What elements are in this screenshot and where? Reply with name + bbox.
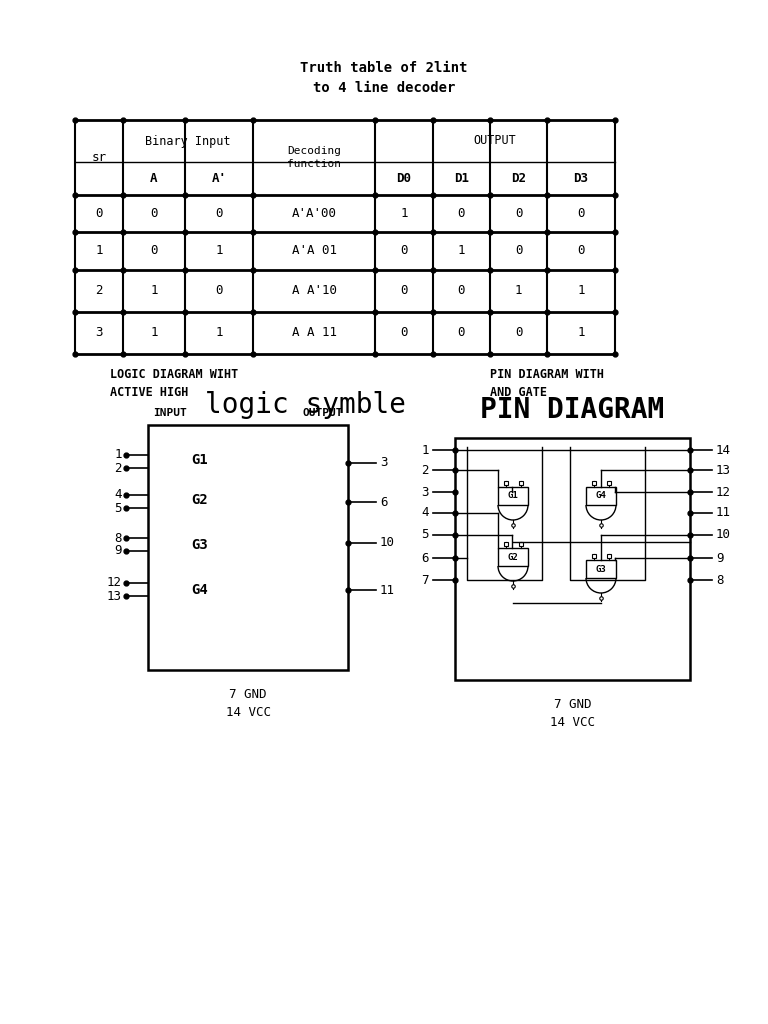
Text: A': A' [211, 172, 227, 185]
Text: G4: G4 [192, 583, 208, 597]
Text: A'A 01: A'A 01 [292, 245, 336, 257]
Text: 1: 1 [578, 327, 584, 340]
Text: 0: 0 [215, 285, 223, 298]
Text: 10: 10 [716, 528, 731, 542]
Text: 4: 4 [422, 507, 429, 519]
Text: A: A [151, 172, 157, 185]
Text: 6: 6 [380, 496, 388, 509]
Text: 7 GND
14 VCC: 7 GND 14 VCC [226, 688, 270, 719]
Text: G3: G3 [596, 564, 607, 573]
Text: 12: 12 [107, 577, 122, 590]
Text: 1: 1 [151, 327, 157, 340]
Text: 0: 0 [458, 207, 465, 220]
Text: G2: G2 [508, 553, 518, 561]
Text: G1: G1 [508, 492, 518, 501]
Text: 0: 0 [151, 245, 157, 257]
Text: 1: 1 [458, 245, 465, 257]
Text: 2: 2 [422, 464, 429, 476]
Text: 1: 1 [95, 245, 103, 257]
Text: INPUT: INPUT [153, 408, 187, 418]
Text: 10: 10 [380, 537, 395, 550]
Text: D0: D0 [396, 172, 412, 185]
Text: Binary Input: Binary Input [145, 134, 230, 147]
Text: PIN DIAGRAM WITH
AND GATE: PIN DIAGRAM WITH AND GATE [490, 368, 604, 399]
Text: D2: D2 [511, 172, 526, 185]
Text: 1: 1 [422, 443, 429, 457]
Text: 11: 11 [380, 584, 395, 597]
Text: OUTPUT: OUTPUT [474, 134, 516, 147]
Text: 0: 0 [578, 245, 584, 257]
Text: A A'10: A A'10 [292, 285, 336, 298]
Text: sr: sr [91, 151, 107, 164]
Text: 0: 0 [578, 207, 584, 220]
Text: 9: 9 [114, 545, 122, 557]
Text: 2: 2 [114, 462, 122, 474]
Text: D1: D1 [454, 172, 469, 185]
Text: 0: 0 [400, 285, 408, 298]
Text: 11: 11 [716, 507, 731, 519]
Text: G1: G1 [192, 453, 208, 467]
Text: 0: 0 [458, 327, 465, 340]
Text: 13: 13 [107, 590, 122, 602]
Text: 12: 12 [716, 485, 731, 499]
Text: 4: 4 [114, 488, 122, 502]
Text: 1: 1 [215, 245, 223, 257]
Text: 1: 1 [151, 285, 157, 298]
Text: 8: 8 [114, 531, 122, 545]
Text: D3: D3 [574, 172, 588, 185]
Bar [498, 548, 528, 566]
Text: 14: 14 [716, 443, 731, 457]
Text: 7 GND
14 VCC: 7 GND 14 VCC [550, 698, 595, 729]
Text: 7: 7 [422, 573, 429, 587]
Text: LOGIC DIAGRAM WIHT
ACTIVE HIGH: LOGIC DIAGRAM WIHT ACTIVE HIGH [110, 368, 238, 399]
Text: 0: 0 [400, 245, 408, 257]
Text: 1: 1 [400, 207, 408, 220]
Text: 1: 1 [114, 449, 122, 462]
Text: PIN DIAGRAM: PIN DIAGRAM [480, 396, 664, 424]
Text: OUTPUT: OUTPUT [303, 408, 343, 418]
Text: 0: 0 [515, 245, 522, 257]
Text: 0: 0 [95, 207, 103, 220]
Text: logic symble: logic symble [205, 391, 406, 419]
Text: 0: 0 [458, 285, 465, 298]
Text: 6: 6 [422, 552, 429, 564]
Text: 5: 5 [114, 502, 122, 514]
Bar [498, 487, 528, 505]
Text: 13: 13 [716, 464, 731, 476]
Text: 1: 1 [215, 327, 223, 340]
Bar [586, 487, 616, 505]
Text: Decoding
function: Decoding function [287, 145, 341, 169]
Text: G4: G4 [596, 492, 607, 501]
Text: G3: G3 [192, 538, 208, 552]
Text: G2: G2 [192, 493, 208, 507]
Text: 0: 0 [515, 327, 522, 340]
Bar [586, 560, 616, 578]
Text: 5: 5 [422, 528, 429, 542]
Text: 3: 3 [380, 457, 388, 469]
Text: Truth table of 2lint
to 4 line decoder: Truth table of 2lint to 4 line decoder [300, 60, 468, 95]
Text: 0: 0 [400, 327, 408, 340]
Bar [455, 438, 690, 680]
Text: 2: 2 [95, 285, 103, 298]
Text: 0: 0 [515, 207, 522, 220]
Text: 1: 1 [515, 285, 522, 298]
Text: A'A'00: A'A'00 [292, 207, 336, 220]
Text: A A 11: A A 11 [292, 327, 336, 340]
Text: 3: 3 [95, 327, 103, 340]
Text: 8: 8 [716, 573, 723, 587]
Text: 1: 1 [578, 285, 584, 298]
Text: 9: 9 [716, 552, 723, 564]
Text: 0: 0 [215, 207, 223, 220]
Text: 3: 3 [422, 485, 429, 499]
Bar [148, 425, 348, 670]
Text: 0: 0 [151, 207, 157, 220]
